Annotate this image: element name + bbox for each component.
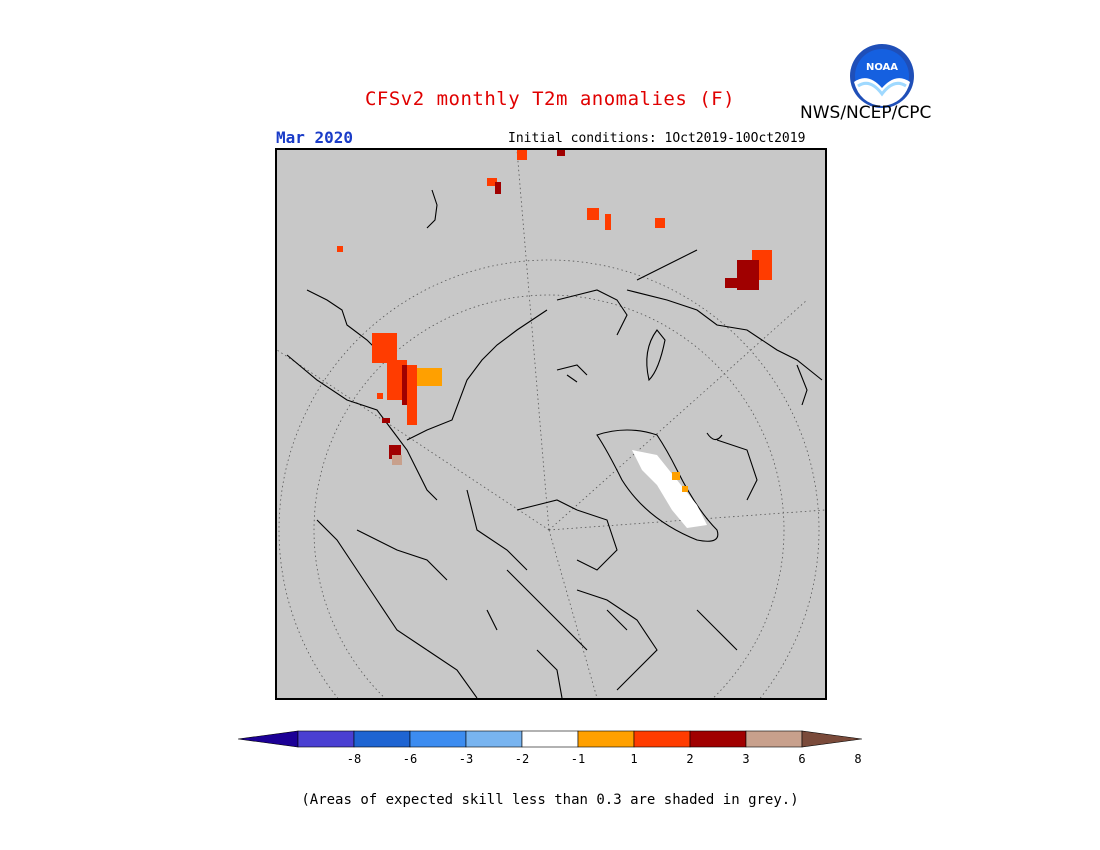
colorbar-tick-label: 6: [798, 752, 806, 766]
colorbar-segment: [633, 730, 691, 748]
colorbar-tick-label: -8: [346, 752, 362, 766]
map-title: CFSv2 monthly T2m anomalies (F): [364, 88, 736, 110]
colorbar-segment: [521, 730, 579, 748]
colorbar-tick-label: -3: [458, 752, 474, 766]
colorbar-tick-label: 1: [630, 752, 638, 766]
colorbar-right-arrow: [801, 730, 863, 748]
noaa-logo-text: NOAA: [866, 62, 898, 73]
colorbar-segment: [465, 730, 523, 748]
colorbar-segment: [353, 730, 411, 748]
polar-map: [275, 148, 827, 700]
colorbar-tick-label: 8: [854, 752, 862, 766]
colorbar-segment: [745, 730, 803, 748]
anomaly-patches: [337, 150, 772, 528]
colorbar-segment: [297, 730, 355, 748]
graticule: [277, 150, 825, 698]
colorbar-segment: [409, 730, 467, 748]
footnote: (Areas of expected skill less than 0.3 a…: [301, 792, 799, 808]
initial-conditions: Initial conditions: 1Oct2019-10Oct2019: [508, 131, 806, 146]
colorbar-segment: [577, 730, 635, 748]
colorbar-segment: [689, 730, 747, 748]
colorbar-tick-label: 2: [686, 752, 694, 766]
colorbar-left-arrow: [237, 730, 299, 748]
noaa-logo: NOAA: [848, 42, 916, 114]
colorbar: [237, 728, 863, 754]
colorbar-tick-label: -1: [570, 752, 586, 766]
agency-label: NWS/NCEP/CPC: [800, 103, 932, 123]
colorbar-tick-label: -6: [402, 752, 418, 766]
colorbar-tick-label: -2: [514, 752, 530, 766]
forecast-month: Mar 2020: [276, 128, 354, 147]
colorbar-tick-label: 3: [742, 752, 750, 766]
